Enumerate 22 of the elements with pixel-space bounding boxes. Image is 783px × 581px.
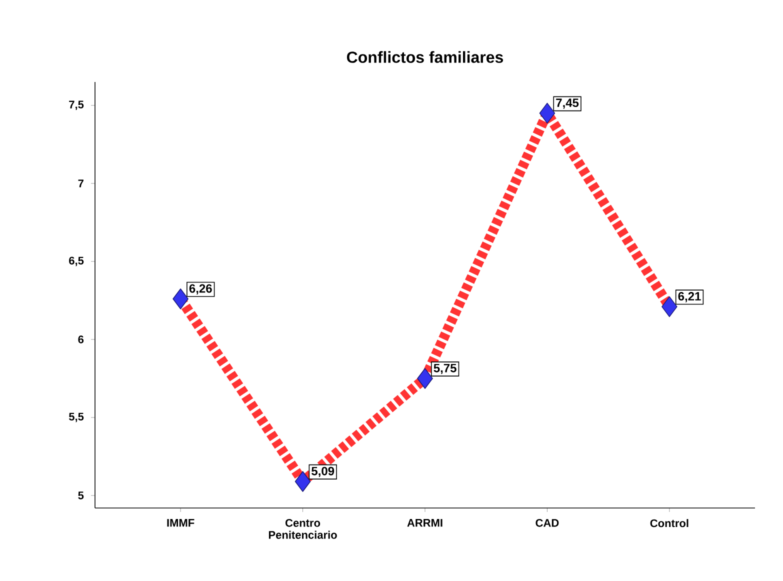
x-tick-label: Control [650, 519, 688, 528]
chart-title: Conflictos familiares [346, 51, 504, 63]
point [662, 296, 678, 318]
point [417, 368, 433, 389]
x-tick-label: IMMF [167, 519, 194, 527]
point [294, 471, 311, 492]
x-tick-label: ARRMI [407, 519, 442, 527]
y-tick-label: 5,5 [68, 412, 84, 422]
y-tick-label: 7,5 [69, 100, 84, 110]
data-label: 5,09 [312, 466, 334, 478]
y-tick-label: 5 [78, 492, 84, 500]
y-tick-label: 6 [78, 336, 84, 344]
y-tick-label: 7 [78, 180, 84, 188]
data-label: 5,75 [434, 364, 456, 374]
data-label: 6,26 [189, 284, 212, 294]
x-tick-label: CAD [536, 519, 559, 527]
data-label: 6,21 [678, 292, 701, 302]
data-label: 7,45 [556, 98, 579, 109]
point [539, 102, 556, 124]
y-tick-label: 6,5 [69, 256, 84, 266]
point [172, 288, 188, 310]
x-tick-label: Centro Penitenciario [268, 519, 337, 539]
